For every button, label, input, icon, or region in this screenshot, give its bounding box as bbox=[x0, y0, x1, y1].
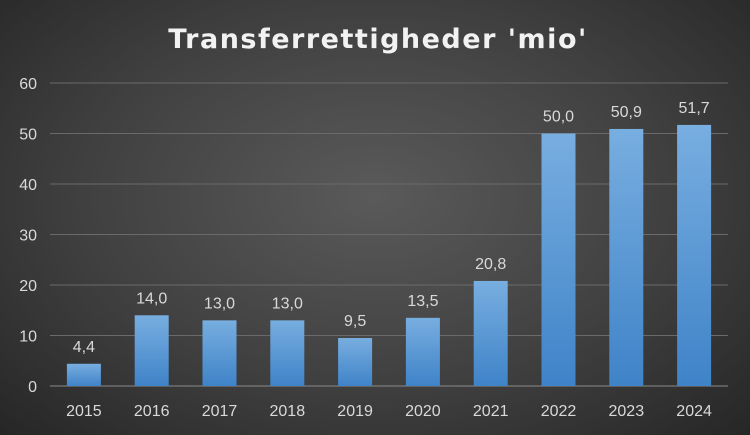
bar-2024 bbox=[677, 124, 712, 386]
chart-title: Transferrettigheder 'mio' bbox=[168, 24, 588, 55]
bar-2019 bbox=[338, 338, 373, 386]
y-tick-label: 30 bbox=[19, 228, 37, 245]
x-tick-label: 2022 bbox=[541, 403, 577, 420]
data-label: 20,8 bbox=[475, 256, 506, 273]
data-label: 14,0 bbox=[136, 290, 167, 307]
bar-2022 bbox=[541, 133, 576, 386]
y-tick-label: 50 bbox=[19, 127, 37, 144]
data-label: 51,7 bbox=[679, 100, 710, 117]
bar-2021 bbox=[473, 280, 508, 386]
bars: 4,4 14,0 13,0 13,0 9,5 13,5 20,8 50,0 50,9 51,7 bbox=[66, 100, 712, 386]
x-tick-label: 2024 bbox=[676, 403, 712, 420]
data-label: 50,9 bbox=[611, 104, 642, 121]
x-tick-label: 2023 bbox=[609, 403, 645, 420]
y-axis: 0 10 20 30 40 50 60 bbox=[19, 76, 37, 396]
bar-2023 bbox=[609, 128, 644, 386]
x-tick-label: 2021 bbox=[473, 403, 509, 420]
bar-2016 bbox=[134, 315, 169, 386]
y-tick-label: 10 bbox=[19, 329, 37, 346]
bar-2017 bbox=[202, 320, 237, 386]
x-tick-label: 2020 bbox=[405, 403, 441, 420]
x-tick-label: 2017 bbox=[202, 403, 238, 420]
data-label: 13,0 bbox=[272, 295, 303, 312]
x-tick-label: 2016 bbox=[134, 403, 170, 420]
y-tick-label: 20 bbox=[19, 278, 37, 295]
bar-2018 bbox=[270, 320, 305, 386]
x-tick-label: 2019 bbox=[337, 403, 373, 420]
data-label: 13,5 bbox=[407, 293, 438, 310]
x-tick-label: 2015 bbox=[66, 403, 102, 420]
bar-2020 bbox=[405, 317, 440, 386]
y-tick-label: 40 bbox=[19, 177, 37, 194]
y-tick-label: 60 bbox=[19, 76, 37, 93]
data-label: 4,4 bbox=[73, 339, 95, 356]
bar-2015 bbox=[66, 363, 101, 386]
y-tick-label: 0 bbox=[28, 379, 37, 396]
x-tick-label: 2018 bbox=[270, 403, 306, 420]
data-label: 50,0 bbox=[543, 109, 574, 126]
data-label: 13,0 bbox=[204, 295, 235, 312]
data-label: 9,5 bbox=[344, 313, 366, 330]
x-axis: 2015 2016 2017 2018 2019 2020 2021 2022 2023 2024 bbox=[66, 403, 712, 420]
